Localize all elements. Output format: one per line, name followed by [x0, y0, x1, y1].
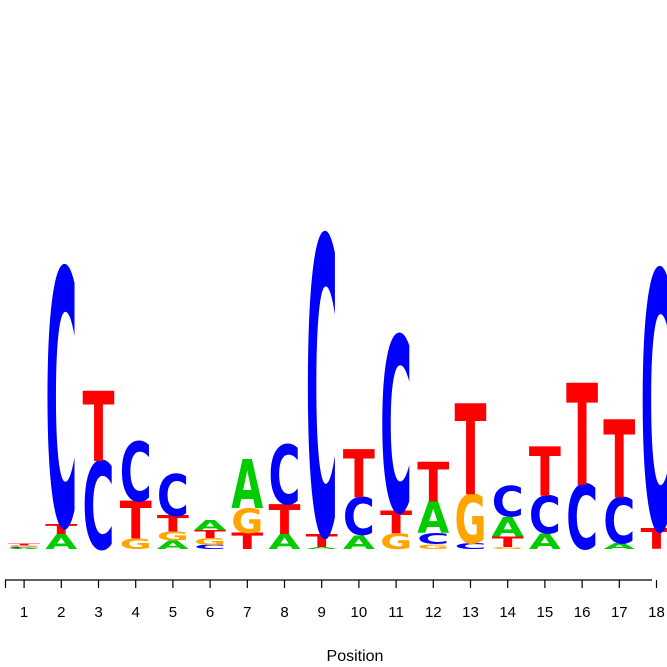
x-tick-label-8: 8 — [280, 604, 288, 621]
letter-t-pos-10: T — [343, 436, 375, 513]
x-tick-label-13: 13 — [462, 604, 479, 621]
x-axis-title: Position — [327, 648, 384, 665]
letter-c-pos-5: C — [157, 464, 189, 530]
letter-a-pos-15: A — [529, 530, 562, 554]
letter-t-pos-9: T — [306, 531, 339, 552]
letter-a-pos-10: A — [343, 531, 375, 553]
letter-c-pos-18: C — [641, 201, 667, 612]
letter-c-pos-16: C — [566, 469, 598, 570]
letter-g-pos-11: G — [380, 530, 412, 554]
x-tick-label-2: 2 — [57, 604, 65, 621]
letter-a-pos-2: A — [45, 530, 78, 554]
letter-g-pos-4: G — [120, 536, 152, 553]
letter-a-pos-12: A — [417, 494, 449, 544]
letter-t-pos-4: T — [120, 490, 152, 551]
x-tick-label-12: 12 — [425, 604, 442, 621]
x-tick-label-18: 18 — [648, 604, 665, 621]
letter-a-pos-14: A — [492, 512, 524, 543]
x-tick-label-9: 9 — [318, 604, 326, 621]
letter-c-pos-9: C — [306, 157, 338, 631]
x-axis: 1 2 3 4 5 6 7 8 9 10 11 12 13 14 15 16 17 18 — [4, 579, 665, 621]
letter-c-pos-2: C — [45, 200, 77, 608]
x-tick-label-11: 11 — [388, 604, 404, 621]
letter-c-pos-8: C — [269, 429, 301, 524]
letter-t-pos-5: T — [157, 511, 189, 537]
letter-t-pos-13: T — [455, 379, 487, 525]
letter-c-pos-3: C — [83, 439, 115, 579]
x-tick-label-10: 10 — [351, 604, 368, 621]
letter-c-pos-12: C — [417, 530, 449, 548]
letter-t-pos-2: T — [45, 522, 78, 537]
letter-g-pos-1: G — [8, 545, 40, 548]
letter-t-pos-16: T — [566, 355, 598, 519]
x-tick-label-5: 5 — [169, 604, 177, 621]
letter-c-pos-13: C — [455, 542, 487, 551]
letter-c-pos-17: C — [603, 485, 635, 558]
letter-t-pos-17: T — [603, 398, 635, 524]
x-tick-label-15: 15 — [537, 604, 554, 621]
letter-g-pos-6: G — [194, 536, 226, 547]
x-tick-label-1: 1 — [20, 604, 28, 621]
letter-c-pos-15: C — [529, 487, 561, 546]
letter-t-pos-7: T — [231, 529, 263, 555]
x-tick-label-6: 6 — [206, 604, 214, 621]
x-tick-label-4: 4 — [132, 604, 140, 621]
letter-a-pos-1: A — [8, 548, 41, 550]
x-tick-label-7: 7 — [243, 604, 251, 621]
letter-a-pos-6: A — [194, 518, 226, 533]
letter-t-pos-14: T — [492, 534, 524, 551]
x-tick-label-3: 3 — [94, 604, 102, 621]
letter-g-pos-13: G — [455, 481, 487, 559]
letter-g-pos-14: G — [492, 546, 524, 549]
x-tick-label-17: 17 — [611, 604, 628, 621]
x-tick-label-14: 14 — [499, 604, 516, 621]
letter-t-pos-18: T — [641, 523, 667, 556]
letter-t-pos-6: T — [194, 528, 227, 541]
letter-t-pos-15: T — [529, 433, 561, 512]
letter-t-pos-1: T — [8, 543, 40, 546]
letter-t-pos-11: T — [380, 505, 412, 541]
letter-a-pos-7: A — [231, 447, 263, 525]
letter-c-pos-1: C — [8, 547, 40, 549]
letter-c-pos-4: C — [120, 426, 152, 521]
letter-t-pos-8: T — [269, 497, 301, 545]
letter-a-pos-5: A — [157, 539, 190, 552]
letter-c-pos-14: C — [492, 478, 524, 527]
letter-a-pos-17: A — [603, 542, 635, 551]
letter-a-pos-9: A — [306, 546, 338, 549]
letter-c-pos-11: C — [380, 288, 412, 568]
letter-c-pos-10: C — [343, 489, 375, 548]
letter-a-pos-8: A — [269, 530, 302, 554]
x-axis-ticks: 1 2 3 4 5 6 7 8 9 10 11 12 13 14 15 16 17 18 — [4, 580, 665, 621]
letter-g-pos-7: G — [231, 501, 263, 541]
letter-t-pos-3: T — [83, 372, 115, 484]
letter-g-pos-12: G — [417, 543, 449, 551]
x-tick-label-16: 16 — [574, 604, 591, 621]
letter-c-pos-6: C — [194, 544, 226, 551]
letter-g-pos-5: G — [157, 529, 189, 544]
letter-t-pos-12: T — [417, 451, 449, 514]
